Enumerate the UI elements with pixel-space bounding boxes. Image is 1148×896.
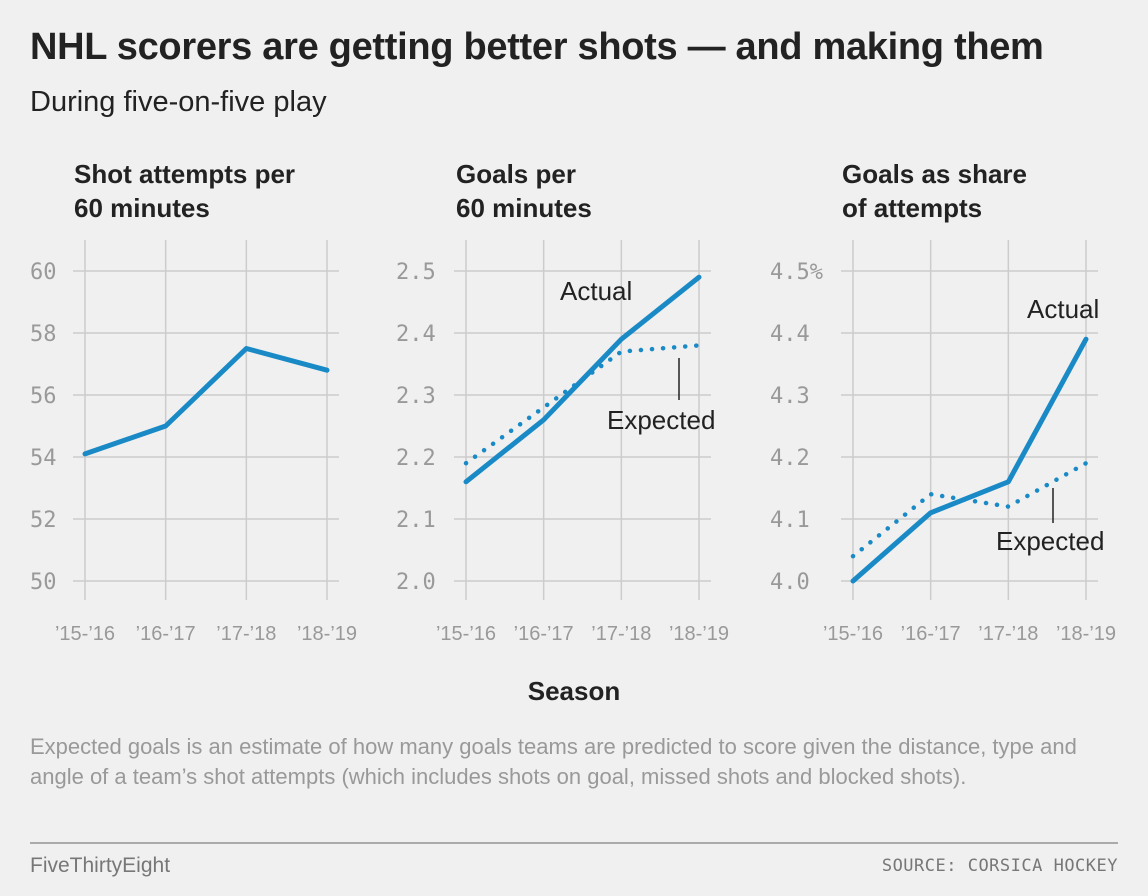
y-tick-label: 56 <box>30 384 57 409</box>
panel-title-line: of attempts <box>842 193 982 223</box>
x-tick-label: ’16-’17 <box>136 623 196 645</box>
panel-title-line: Goals as share <box>842 159 1027 189</box>
panel-title-line: Goals per <box>456 159 576 189</box>
y-tick-label: 4.2 <box>770 446 810 471</box>
x-tick-label: ’15-’16 <box>823 623 883 645</box>
x-tick-label: ’16-’17 <box>514 623 574 645</box>
y-tick-label: 4.3 <box>770 384 810 409</box>
annotation-expected: Expected <box>607 405 715 435</box>
x-tick-label: ’17-’18 <box>978 623 1038 645</box>
x-tick-label: ’16-’17 <box>901 623 961 645</box>
x-tick-label: ’17-’18 <box>591 623 651 645</box>
y-tick-label: 2.0 <box>396 570 436 595</box>
x-tick-label: ’18-’19 <box>297 623 357 645</box>
actual-series-line <box>850 336 1089 584</box>
footer-divider <box>30 842 1118 844</box>
y-tick-label: 52 <box>30 508 57 533</box>
annotation-actual: Actual <box>1027 294 1099 324</box>
footnote: Expected goals is an estimate of how man… <box>30 734 1077 789</box>
y-tick-label: 2.4 <box>396 322 436 347</box>
y-tick-label: 2.2 <box>396 446 436 471</box>
brand-label: FiveThirtyEight <box>30 854 171 877</box>
annotation-actual: Actual <box>560 276 632 306</box>
charts-svg: Shot attempts per 60 minutes 60 58 56 54 52 50 ’… <box>30 159 1116 645</box>
actual-series-line <box>82 346 330 457</box>
x-tick-label: ’17-’18 <box>216 623 276 645</box>
y-tick-label: 4.5% <box>770 260 823 285</box>
y-tick-label: 58 <box>30 322 57 347</box>
y-tick-label: 2.3 <box>396 384 436 409</box>
y-tick-label: 4.0 <box>770 570 810 595</box>
y-tick-label: 2.5 <box>396 260 436 285</box>
y-tick-label: 4.4 <box>770 322 810 347</box>
annotation-expected: Expected <box>996 526 1104 556</box>
chart-subtitle: During five-on-five play <box>30 86 327 118</box>
source-label: SOURCE: CORSICA HOCKEY <box>881 856 1118 876</box>
expected-series-line <box>850 460 1089 559</box>
x-tick-label: ’15-’16 <box>436 623 496 645</box>
expected-series-line <box>463 343 702 466</box>
panel-title-line: 60 minutes <box>74 193 210 223</box>
y-tick-label: 60 <box>30 260 57 285</box>
y-tick-label: 4.1 <box>770 508 810 533</box>
x-axis-label: Season <box>527 676 621 706</box>
chart-title: NHL scorers are getting better shots — a… <box>30 26 1044 68</box>
y-tick-label: 50 <box>30 570 57 595</box>
x-tick-label: ’18-’19 <box>1056 623 1116 645</box>
y-tick-label: 2.1 <box>396 508 436 533</box>
panel-title-line: Shot attempts per <box>74 159 295 189</box>
x-tick-label: ’18-’19 <box>669 623 729 645</box>
panel-title-line: 60 minutes <box>456 193 592 223</box>
x-tick-label: ’15-’16 <box>55 623 115 645</box>
y-tick-label: 54 <box>30 446 57 471</box>
